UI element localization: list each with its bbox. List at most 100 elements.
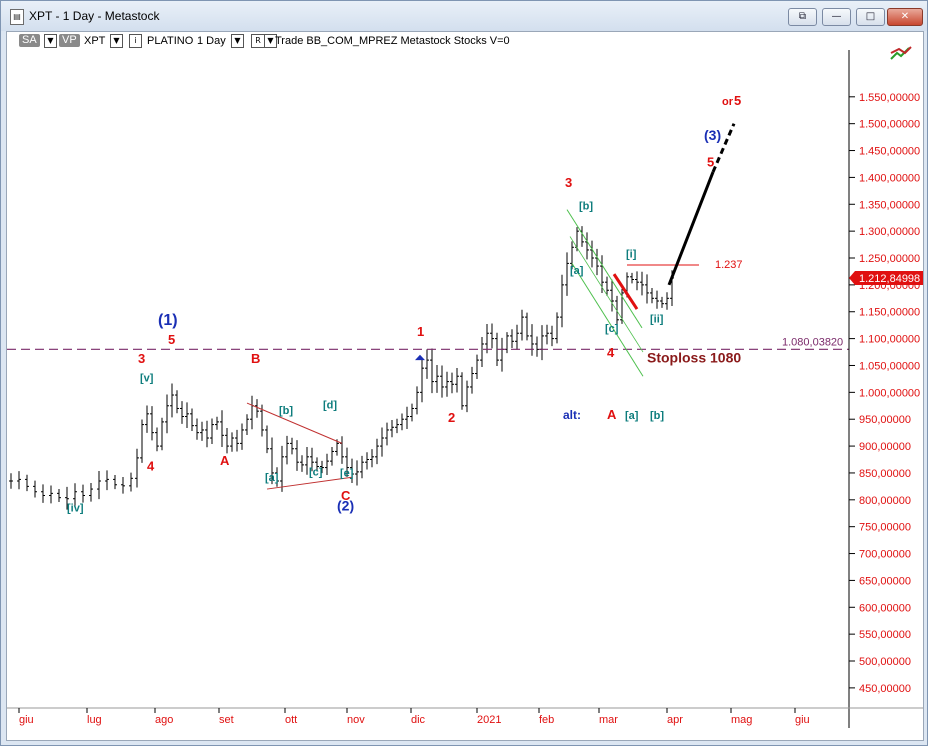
elliott-wave-label: [b] <box>579 201 593 213</box>
sa-button[interactable]: SA <box>19 34 40 47</box>
chart-toolbar: SA ▼ VP XPT ▼ i PLATINO 1 Day ▼ R ▼ Trad… <box>7 32 923 50</box>
elliott-wave-label: 5 <box>707 155 714 170</box>
r-dropdown-icon[interactable]: ▼ <box>264 34 277 48</box>
elliott-wave-label: B <box>251 351 260 366</box>
price-bars <box>9 226 674 510</box>
y-tick-label: 1.300,00000 <box>859 226 920 238</box>
symbol-label[interactable]: XPT <box>84 35 106 47</box>
symbol-dropdown-icon[interactable]: ▼ <box>110 34 123 48</box>
x-tick-label: apr <box>667 714 683 726</box>
elliott-wave-label: C <box>341 488 351 503</box>
x-tick-label: dic <box>411 714 426 726</box>
elliott-wave-label: [b] <box>279 405 293 417</box>
y-tick-label: 700,00000 <box>859 549 911 561</box>
y-tick-label: 600,00000 <box>859 602 911 614</box>
chart-window-icon: ▤ <box>10 9 24 25</box>
elliott-wave-label: [d] <box>323 399 337 411</box>
y-tick-label: 1.150,00000 <box>859 307 920 319</box>
x-tick-label: mar <box>599 714 618 726</box>
y-tick-label: 1.400,00000 <box>859 172 920 184</box>
elliott-wave-label: 3 <box>138 351 145 366</box>
elliott-wave-label: (1) <box>158 312 178 329</box>
y-tick-label: 1.250,00000 <box>859 253 920 265</box>
chart-area[interactable]: SA ▼ VP XPT ▼ i PLATINO 1 Day ▼ R ▼ Trad… <box>6 31 924 741</box>
elliott-wave-label: (2) <box>337 498 354 514</box>
elliott-wave-label: [c] <box>605 323 619 335</box>
window-title: XPT - 1 Day - Metastock <box>29 9 160 23</box>
elliott-labels: (1) 5 3 [v] 4 [iv] A B [b] [a] [c] [d] [e] C(2) 1 2 3 [b]… <box>67 93 741 515</box>
instrument-name: PLATINO <box>147 35 194 47</box>
elliott-wave-label: 5 <box>168 332 175 347</box>
elliott-wave-label: [v] <box>140 373 154 385</box>
channel-lower <box>571 263 644 377</box>
x-tick-label: ago <box>155 714 173 726</box>
elliott-wave-label: [b] <box>650 410 664 422</box>
chart-overlays: 1.080,03820 Stoploss 1080 1.237 <box>7 123 849 490</box>
y-tick-label: 850,00000 <box>859 468 911 480</box>
elliott-wave-label: A <box>220 453 230 468</box>
elliott-wave-label: or <box>722 96 734 108</box>
last-price-label: 1.212,84998 <box>859 273 920 285</box>
elliott-wave-label: 3 <box>565 175 572 190</box>
x-tick-label: 2021 <box>477 714 501 726</box>
x-tick-label: ott <box>285 714 297 726</box>
y-tick-label: 800,00000 <box>859 495 911 507</box>
y-tick-label: 1.100,00000 <box>859 334 920 346</box>
title-bar[interactable]: ▤ XPT - 1 Day - Metastock ⧉ — □ ✕ <box>1 1 927 31</box>
elliott-wave-label: [iv] <box>67 503 84 515</box>
elliott-wave-label: [c] <box>309 467 323 479</box>
x-tick-label: feb <box>539 714 554 726</box>
trendline-b-d <box>246 402 343 444</box>
wave-1-marker-icon <box>415 354 425 361</box>
elliott-wave-label: [ii] <box>650 313 664 325</box>
projection-dashed <box>711 123 736 173</box>
y-tick-label: 750,00000 <box>859 522 911 534</box>
x-tick-label: nov <box>347 714 365 726</box>
elliott-wave-label: 1 <box>417 324 424 339</box>
restore-icon[interactable]: ⧉ <box>788 8 817 26</box>
elliott-wave-label: A <box>607 407 617 422</box>
period-dropdown-icon[interactable]: ▼ <box>231 34 244 48</box>
elliott-wave-label: (3) <box>704 127 721 143</box>
elliott-wave-label: 2 <box>448 410 455 425</box>
channel-upper <box>566 209 643 329</box>
projection-line <box>667 171 715 286</box>
price-chart[interactable]: 1.080,03820 Stoploss 1080 1.237 (1) 5 3 [v] 4 [… <box>7 32 923 740</box>
y-axis: 450,00000 500,00000 550,00000 600,00000 650,… <box>848 50 923 728</box>
last-price-marker <box>849 270 923 285</box>
close-button[interactable]: ✕ <box>887 8 923 26</box>
y-tick-label: 1.550,00000 <box>859 92 920 104</box>
elliott-wave-label: 4 <box>607 345 615 360</box>
y-tick-label: 1.500,00000 <box>859 119 920 131</box>
y-tick-label: 1.000,00000 <box>859 387 920 399</box>
y-tick-label: 500,00000 <box>859 656 911 668</box>
x-axis: giu lug ago set ott nov dic 2021 feb mar apr mag giu <box>7 707 923 726</box>
y-tick-label: 950,00000 <box>859 414 911 426</box>
trendline-a-e <box>266 476 353 490</box>
x-tick-label: giu <box>795 714 810 726</box>
y-tick-label: 450,00000 <box>859 683 911 695</box>
elliott-wave-label: 5 <box>734 93 741 108</box>
y-tick-label: 1.350,00000 <box>859 199 920 211</box>
sa-dropdown-icon[interactable]: ▼ <box>44 34 57 48</box>
y-tick-label: 900,00000 <box>859 441 911 453</box>
y-tick-label: 1.450,00000 <box>859 146 920 158</box>
elliott-wave-label: 4 <box>147 458 155 473</box>
vp-button[interactable]: VP <box>59 34 80 47</box>
minimize-button[interactable]: — <box>822 8 851 26</box>
maximize-button[interactable]: □ <box>856 8 885 26</box>
elliott-wave-label: [a] <box>265 472 279 484</box>
elliott-wave-label: [a] <box>570 265 584 277</box>
x-tick-label: lug <box>87 714 102 726</box>
x-tick-label: giu <box>19 714 34 726</box>
y-tick-label: 1.050,00000 <box>859 360 920 372</box>
period-label[interactable]: 1 Day <box>197 35 226 47</box>
channel-mid <box>569 236 644 353</box>
stoploss-price-label: 1.080,03820 <box>782 336 843 348</box>
y-tick-label: 650,00000 <box>859 575 911 587</box>
stoploss-text: Stoploss 1080 <box>647 349 741 365</box>
elliott-wave-label: [i] <box>626 248 637 260</box>
drawing-tools-icon[interactable] <box>889 44 913 62</box>
symbol-info-icon[interactable]: i <box>129 34 142 48</box>
